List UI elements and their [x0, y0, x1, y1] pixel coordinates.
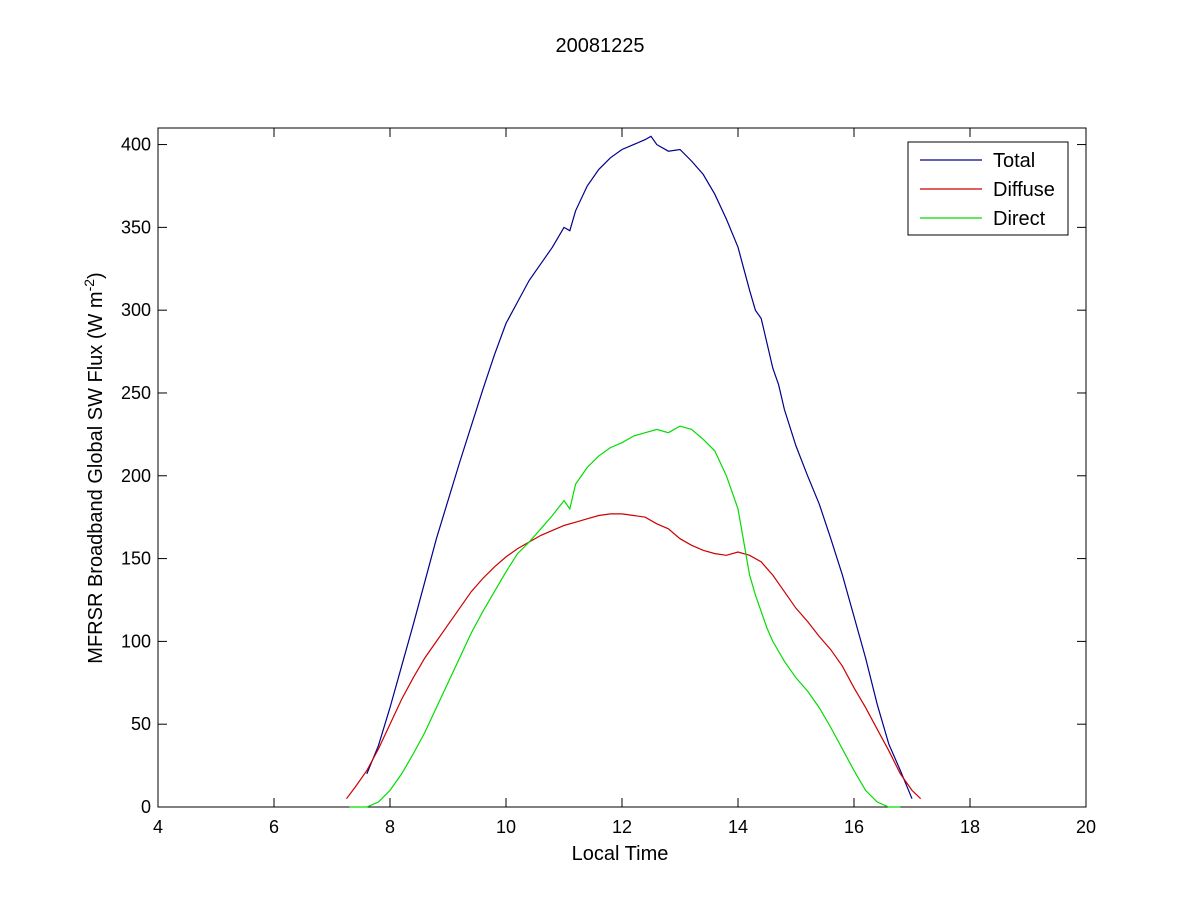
y-tick-label: 150 [121, 549, 151, 569]
y-tick-label: 300 [121, 300, 151, 320]
y-tick-label: 200 [121, 466, 151, 486]
y-tick-label: 0 [141, 797, 151, 817]
series-line-diffuse [346, 513, 922, 800]
chart-title: 20081225 [556, 35, 645, 57]
y-axis-label: MFRSR Broadband Global SW Flux (W m-2) [81, 272, 107, 663]
legend-label-direct: Direct [993, 208, 1046, 230]
x-tick-label: 4 [153, 817, 163, 837]
y-tick-label: 50 [131, 714, 151, 734]
x-tick-label: 12 [612, 817, 632, 837]
x-tick-label: 14 [728, 817, 748, 837]
series-line-total [366, 135, 913, 799]
x-tick-label: 18 [960, 817, 980, 837]
x-tick-label: 10 [496, 817, 516, 837]
legend: Total Diffuse Direct [907, 141, 1069, 236]
y-tick-label: 250 [121, 383, 151, 403]
legend-label-diffuse: Diffuse [993, 179, 1055, 201]
plot-area [157, 127, 1087, 808]
y-axis-label-main: MFRSR Broadband Global SW Flux (W m [85, 291, 107, 663]
y-tick-label: 400 [121, 135, 151, 155]
y-tick-label: 100 [121, 631, 151, 651]
y-axis-label-superscript: -2 [81, 279, 97, 292]
series-line-direct [349, 425, 901, 808]
x-tick-label: 20 [1076, 817, 1096, 837]
series-lines [346, 135, 922, 808]
x-tick-label: 16 [844, 817, 864, 837]
y-axis-label-close: ) [85, 272, 107, 279]
y-tick-label: 350 [121, 217, 151, 237]
x-tick-label: 8 [385, 817, 395, 837]
legend-label-total: Total [993, 150, 1035, 172]
x-axis-label: Local Time [572, 843, 669, 865]
x-tick-label: 6 [269, 817, 279, 837]
